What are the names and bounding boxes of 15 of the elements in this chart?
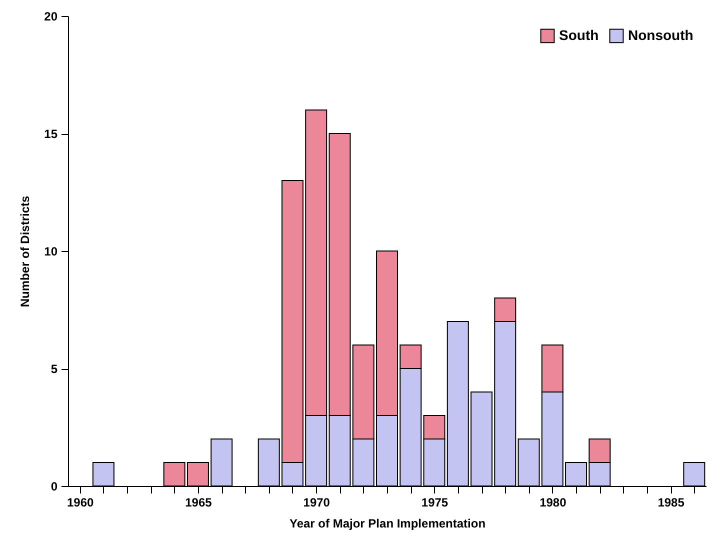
x-axis-title: Year of Major Plan Implementation: [289, 516, 486, 530]
x-tick-label: 1965: [185, 496, 212, 510]
legend-label: Nonsouth: [628, 26, 694, 43]
y-tick-label: 15: [44, 127, 58, 141]
y-axis-title: Number of Districts: [18, 196, 32, 308]
y-tick-label: 0: [50, 480, 58, 494]
y-tick-label: 20: [44, 10, 58, 24]
x-tick-label: 1980: [540, 496, 567, 510]
x-tick-label: 1985: [658, 496, 685, 510]
x-tick-label: 1970: [303, 496, 330, 510]
y-tick-label: 5: [50, 362, 58, 376]
y-tick-label: 10: [44, 244, 58, 258]
x-tick-label: 1960: [66, 496, 94, 510]
x-tick-label: 1975: [421, 496, 448, 510]
legend-label: South: [559, 26, 599, 43]
